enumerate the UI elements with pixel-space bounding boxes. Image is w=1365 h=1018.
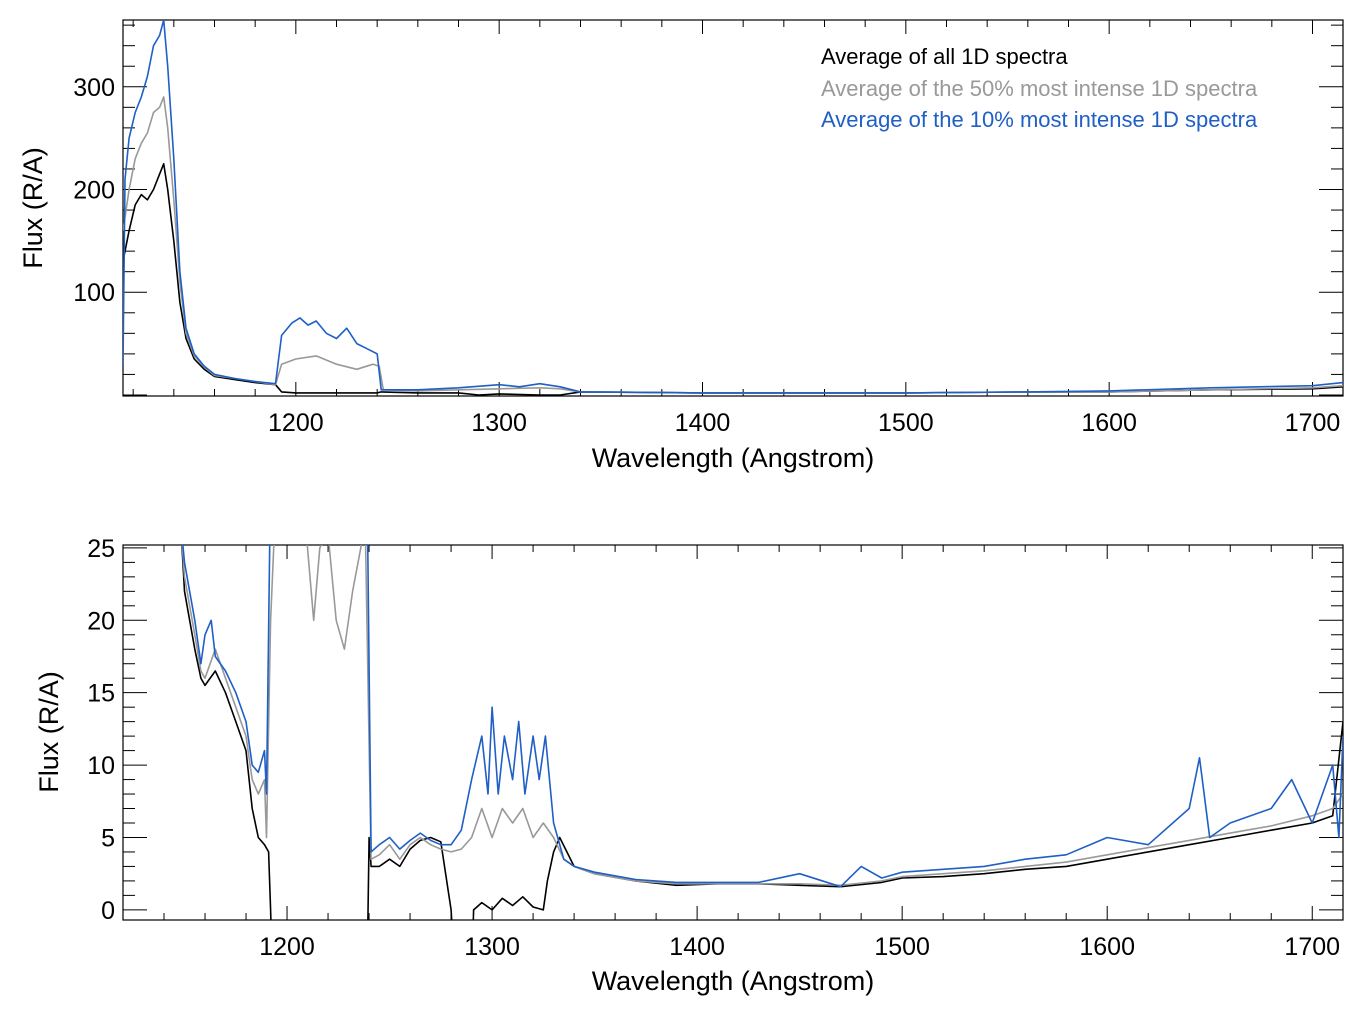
top-x-axis-title: Wavelength (Angstrom) xyxy=(592,443,875,473)
x-tick-label: 1300 xyxy=(464,933,520,961)
y-tick-label: 300 xyxy=(73,74,115,102)
bottom-x-axis-title: Wavelength (Angstrom) xyxy=(592,966,875,996)
y-tick-label: 200 xyxy=(73,177,115,205)
legend: Average of all 1D spectra Average of the… xyxy=(821,44,1258,132)
bottom-y-axis-title: Flux (R/A) xyxy=(34,671,64,793)
bottom-tick-labels: 1200 1300 1400 1500 1600 1700 0 5 10 15 20 25 xyxy=(87,535,1340,961)
bottom-plot-frame xyxy=(122,544,1344,921)
y-tick-label: 0 xyxy=(101,897,115,925)
series-line-10pct xyxy=(182,545,1343,888)
bottom-spectrum-panel: 1200 1300 1400 1500 1600 1700 0 5 10 15 20 25 Wavel… xyxy=(34,535,1344,996)
legend-entry-10pct: Average of the 10% most intense 1D spect… xyxy=(821,107,1258,132)
y-tick-label: 15 xyxy=(87,680,115,708)
x-tick-label: 1500 xyxy=(878,409,934,437)
bottom-axis-ticks xyxy=(122,545,1343,920)
series-line-50pct xyxy=(181,545,1343,887)
top-series-group xyxy=(123,20,1343,396)
x-tick-label: 1400 xyxy=(669,933,725,961)
x-tick-label: 1500 xyxy=(874,933,930,961)
x-tick-label: 1400 xyxy=(675,409,731,437)
series-line-all xyxy=(123,163,1343,396)
y-tick-label: 10 xyxy=(87,752,115,780)
y-tick-label: 25 xyxy=(87,535,115,563)
top-y-axis-title: Flux (R/A) xyxy=(18,147,48,269)
x-tick-label: 1200 xyxy=(268,409,324,437)
y-tick-label: 100 xyxy=(73,279,115,307)
series-line-10pct xyxy=(123,20,1343,394)
y-tick-label: 20 xyxy=(87,607,115,635)
series-line-50pct xyxy=(123,96,1343,394)
x-tick-label: 1300 xyxy=(471,409,527,437)
x-tick-label: 1200 xyxy=(259,933,315,961)
top-tick-labels: 1200 1300 1400 1500 1600 1700 100 200 300 xyxy=(73,74,1340,437)
top-plot-frame xyxy=(122,19,1344,397)
y-tick-label: 5 xyxy=(101,824,115,852)
series-line-all xyxy=(181,545,1343,920)
x-tick-label: 1700 xyxy=(1285,409,1341,437)
legend-entry-all: Average of all 1D spectra xyxy=(821,44,1068,69)
x-tick-label: 1700 xyxy=(1284,933,1340,961)
legend-entry-50pct: Average of the 50% most intense 1D spect… xyxy=(821,76,1258,101)
x-tick-label: 1600 xyxy=(1081,409,1137,437)
top-spectrum-panel: 1200 1300 1400 1500 1600 1700 100 200 300 Wavele… xyxy=(18,19,1344,473)
x-tick-label: 1600 xyxy=(1079,933,1135,961)
bottom-series-group xyxy=(181,545,1343,920)
